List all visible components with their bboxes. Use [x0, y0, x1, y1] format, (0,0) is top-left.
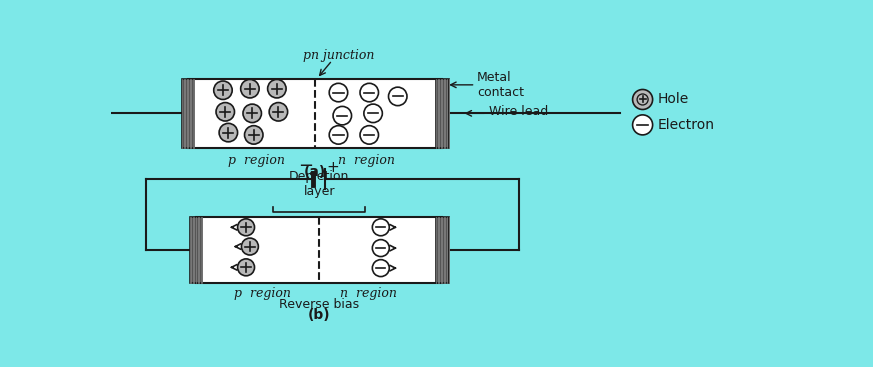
- Circle shape: [242, 238, 258, 255]
- Bar: [189, 79, 443, 148]
- Text: p  region: p region: [234, 287, 291, 300]
- Circle shape: [360, 126, 379, 144]
- Circle shape: [373, 259, 389, 277]
- Circle shape: [373, 219, 389, 236]
- Circle shape: [364, 104, 382, 123]
- Text: Metal
contact: Metal contact: [477, 71, 524, 99]
- Bar: [182, 79, 195, 148]
- Text: (a): (a): [304, 165, 327, 179]
- Circle shape: [216, 102, 235, 121]
- Bar: [189, 217, 203, 283]
- Circle shape: [237, 259, 255, 276]
- Bar: [436, 79, 449, 148]
- Text: Depletion
layer: Depletion layer: [289, 170, 349, 198]
- Text: n  region: n region: [340, 287, 397, 300]
- Circle shape: [219, 123, 237, 142]
- Text: Electron: Electron: [658, 118, 715, 132]
- Bar: [436, 217, 449, 283]
- Circle shape: [329, 126, 347, 144]
- Circle shape: [329, 83, 347, 102]
- Text: Reverse bias: Reverse bias: [279, 298, 360, 311]
- Text: pn junction: pn junction: [303, 49, 375, 62]
- Circle shape: [333, 106, 352, 125]
- Text: +: +: [327, 160, 340, 175]
- Text: Wire lead: Wire lead: [489, 105, 548, 118]
- Text: (b): (b): [308, 308, 331, 322]
- Text: −: −: [298, 157, 313, 175]
- Circle shape: [237, 219, 255, 236]
- Text: Hole: Hole: [658, 92, 690, 106]
- Circle shape: [633, 115, 653, 135]
- Circle shape: [241, 80, 259, 98]
- Circle shape: [268, 80, 286, 98]
- Circle shape: [269, 102, 287, 121]
- Circle shape: [388, 87, 407, 106]
- Circle shape: [633, 90, 653, 109]
- Circle shape: [373, 240, 389, 257]
- Circle shape: [214, 81, 232, 99]
- Text: p  region: p region: [229, 154, 285, 167]
- Bar: [196, 217, 443, 283]
- Circle shape: [360, 83, 379, 102]
- Circle shape: [243, 104, 261, 123]
- Text: n  region: n region: [338, 154, 395, 167]
- Circle shape: [244, 126, 263, 144]
